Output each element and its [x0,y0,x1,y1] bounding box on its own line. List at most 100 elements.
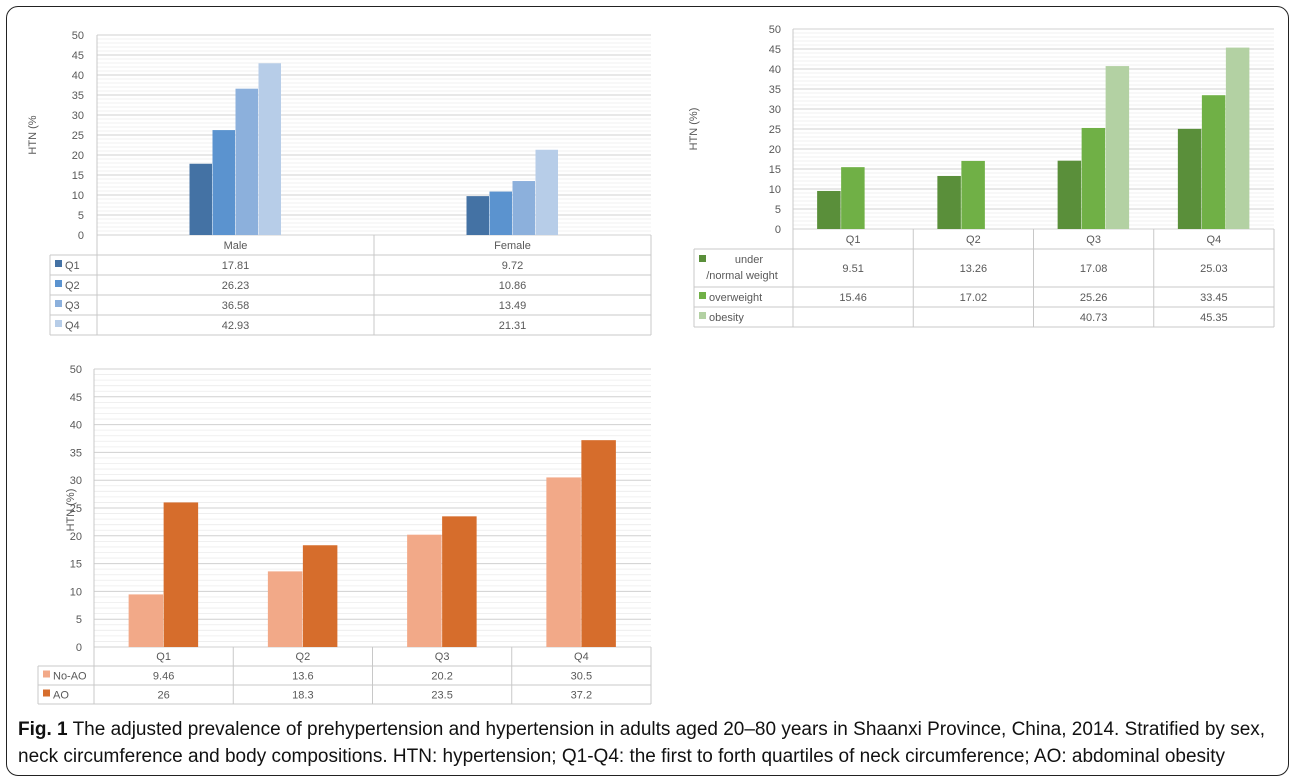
data-table-value: 20.2 [431,671,452,683]
category-label: Female [494,240,531,252]
chart-sex: 0 5 10 15 20 25 30 35 40 45 50 HTN (% Male Female Q1 17… [27,30,652,336]
data-table-value: 13.26 [960,263,988,275]
legend-key [55,300,62,307]
y-axis-label: HTN (% [27,115,39,154]
bar [1177,128,1202,229]
category-label: Q2 [966,234,981,246]
bar [128,594,164,647]
data-table-value: 15.46 [839,292,867,304]
bar [937,175,961,229]
bar [212,130,235,235]
y-tick-label: 35 [72,90,84,102]
data-table-value: 37.2 [571,690,592,702]
legend-key [55,260,62,267]
y-tick-label: 50 [70,364,82,376]
legend-key [55,280,62,287]
y-axis-label: HTN (%) [65,489,77,532]
category-label: Q1 [846,234,861,246]
legend-label: Q4 [65,320,80,332]
y-tick-label: 0 [78,230,84,242]
y-tick-label: 20 [769,144,781,156]
legend-label: No-AO [53,671,87,683]
legend-label: Q1 [65,260,80,272]
bar [189,163,212,235]
figure-caption: Fig. 1 The adjusted prevalence of prehyp… [18,716,1280,770]
data-table-value: 23.5 [431,690,452,702]
y-tick-label: 15 [72,170,84,182]
bar [961,160,985,229]
bar [817,190,841,229]
legend-label: Q3 [65,300,80,312]
bar [535,149,558,235]
category-label: Q4 [574,651,589,663]
figure-frame [6,6,1289,776]
category-label: Q2 [296,651,311,663]
bar [302,545,338,647]
bar [407,534,442,647]
data-table-value: 17.02 [960,292,988,304]
y-tick-label: 15 [70,559,82,571]
legend-key [699,292,706,299]
category-label: Q3 [1086,234,1101,246]
y-tick-label: 20 [70,531,82,543]
y-tick-label: 15 [769,164,781,176]
y-tick-label: 35 [70,447,82,459]
chart-abdominal-obesity: 0 5 10 15 20 25 30 35 40 45 50 HTN (%) Q1 Q2 Q3 Q4 No-AO… [37,364,652,705]
data-table-value: 25.26 [1080,292,1108,304]
bar [581,440,616,647]
data-table-value: 13.49 [499,300,527,312]
y-axis-label: HTN (%) [688,108,700,151]
bar [235,88,258,236]
bar [512,181,535,235]
y-tick-label: 5 [78,210,84,222]
y-tick-label: 10 [769,184,781,196]
bar [258,63,281,235]
chart-body-weight: 0 5 10 15 20 25 30 35 40 45 50 HTN (%) Q1 Q2 Q3 Q4 under… [688,24,1275,328]
y-tick-label: 45 [769,44,781,56]
category-label: Male [224,240,248,252]
legend-key [699,255,706,262]
bar [1201,95,1226,229]
data-table-value: 9.46 [153,671,174,683]
y-tick-label: 30 [769,104,781,116]
bar [489,191,512,235]
data-table-value: 18.3 [292,690,313,702]
y-tick-label: 10 [70,586,82,598]
legend-label: Q2 [65,280,80,292]
data-table-value: 40.73 [1080,312,1108,324]
y-tick-label: 30 [72,110,84,122]
y-tick-label: 0 [76,642,82,654]
legend-label: obesity [709,312,744,324]
data-table-value: 13.6 [292,671,313,683]
legend-label: under [735,254,763,266]
data-table-value: 21.31 [499,320,527,332]
legend-key [699,312,706,319]
data-table-value: 26.23 [222,280,250,292]
data-table-value: 45.35 [1200,312,1228,324]
data-table-value: 36.58 [222,300,250,312]
bar [267,571,303,647]
y-tick-label: 5 [76,614,82,626]
y-tick-label: 30 [70,475,82,487]
y-tick-label: 45 [72,50,84,62]
data-table-value: 9.51 [842,263,863,275]
data-table-value: 10.86 [499,280,527,292]
y-tick-label: 10 [72,190,84,202]
bar [546,477,581,647]
category-label: Q4 [1207,234,1222,246]
bar [1081,127,1106,229]
legend-key [43,689,50,697]
legend-key [43,670,50,678]
data-table-value: 25.03 [1200,263,1228,275]
bar [1057,160,1082,229]
caption-label: Fig. 1 [18,719,68,740]
bar [466,196,489,235]
y-tick-label: 35 [769,84,781,96]
data-table-value: 17.81 [222,260,250,272]
data-table-value: 30.5 [571,671,592,683]
bar [841,167,865,229]
data-table-value: 33.45 [1200,292,1228,304]
y-tick-label: 20 [72,150,84,162]
caption-text: The adjusted prevalence of prehypertensi… [18,719,1266,767]
data-table-value: 9.72 [502,260,523,272]
